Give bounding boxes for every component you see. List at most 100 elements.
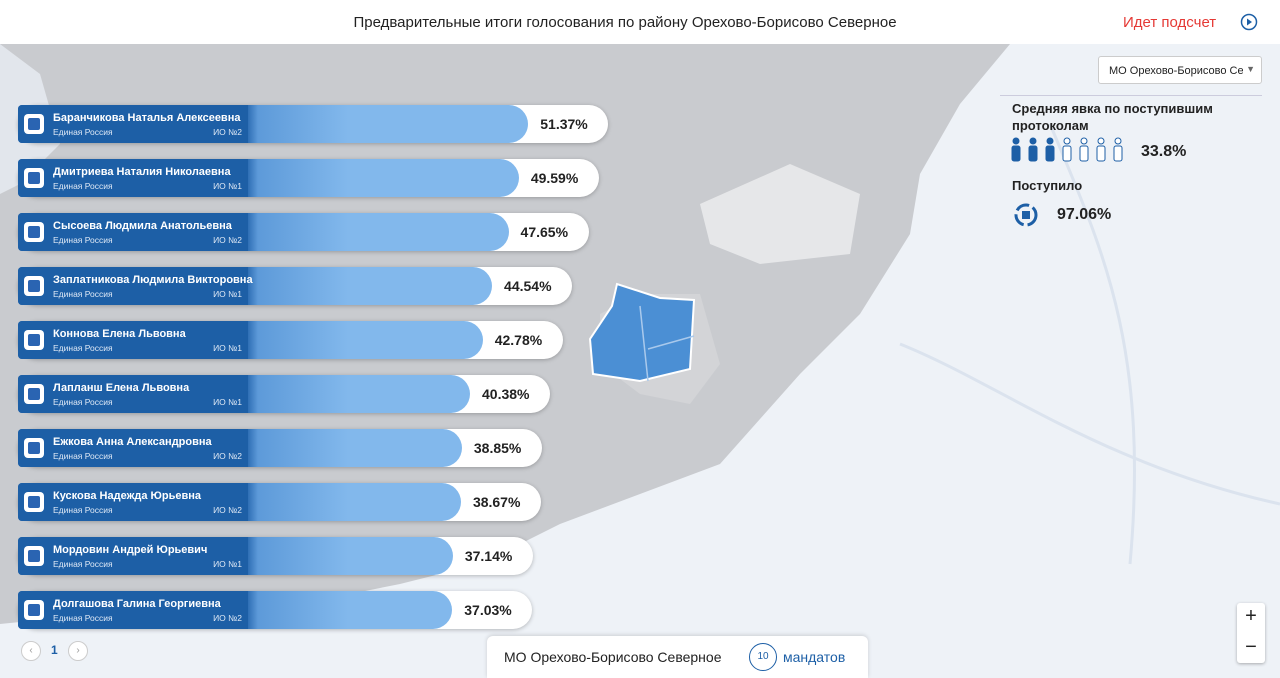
zoom-out[interactable]: − <box>1245 636 1257 658</box>
party-logo <box>24 546 44 566</box>
result-label: 44.54% <box>504 278 552 294</box>
candidate-name: Ежкова Анна Александровна <box>53 436 212 448</box>
prev-page[interactable]: ‹ <box>21 641 41 661</box>
party-logo-mark <box>28 334 40 346</box>
candidate-district: ИО №1 <box>213 397 242 407</box>
candidate-district: ИО №2 <box>213 235 242 245</box>
turnout-icons <box>1011 137 1123 162</box>
dropdown-arrow: ▼ <box>1246 64 1255 74</box>
candidate-info: Кускова Надежда Юрьевна Единая Россия ИО №… <box>18 483 248 521</box>
candidate-info: Долгашова Галина Георгиевна Единая Россия… <box>18 591 248 629</box>
next-page[interactable]: › <box>68 641 88 661</box>
candidate-party: Единая Россия <box>53 505 113 515</box>
candidate-party: Единая Россия <box>53 127 113 137</box>
candidate-district: ИО №1 <box>213 181 242 191</box>
result-label: 38.67% <box>472 494 521 510</box>
candidate-district: ИО №2 <box>213 451 242 461</box>
person-icon <box>1096 137 1106 162</box>
result-label: 37.14% <box>464 548 513 564</box>
candidate-name: Мордовин Андрей Юрьевич <box>53 544 208 556</box>
person-icon <box>1011 137 1021 162</box>
result-label: 47.65% <box>520 224 569 240</box>
party-logo-mark <box>28 388 40 400</box>
candidate-party: Единая Россия <box>53 181 113 191</box>
candidate-district: ИО №1 <box>213 343 242 353</box>
candidate-info: Сысоева Людмила Анатольевна Единая Россия… <box>18 213 248 251</box>
header: Предварительные итоги голосования по рай… <box>0 0 1280 44</box>
dropdown-text: МО Орехово-Борисово Севе <box>1109 65 1243 77</box>
party-logo <box>24 168 44 188</box>
candidate-name: Кускова Надежда Юрьевна <box>53 490 201 502</box>
party-logo-mark <box>28 172 40 184</box>
district-dropdown[interactable]: МО Орехово-Борисово Севе ▼ <box>1098 56 1262 84</box>
party-logo-mark <box>28 550 40 562</box>
candidate-name: Коннова Елена Львовна <box>53 328 186 340</box>
result-label: 51.37% <box>540 116 588 132</box>
candidate-party: Единая Россия <box>53 613 113 623</box>
party-logo <box>24 492 44 512</box>
candidate-name: Баранчикова Наталья Алексеевна <box>53 112 241 124</box>
turnout-value: 33.8% <box>1141 143 1187 160</box>
candidate-district: ИО №1 <box>213 289 242 299</box>
person-icon <box>1045 137 1055 162</box>
zoom-control: + − <box>1237 603 1265 663</box>
result-label: 37.03% <box>464 602 512 618</box>
candidate-party: Единая Россия <box>53 343 113 353</box>
candidate-info: Коннова Елена Львовна Единая Россия ИО №1 <box>18 321 248 359</box>
candidate-name: Долгашова Галина Георгиевна <box>53 598 221 610</box>
party-logo-mark <box>28 280 40 292</box>
person-icon <box>1113 137 1123 162</box>
party-logo-mark <box>28 226 40 238</box>
candidate-district: ИО №1 <box>213 559 242 569</box>
candidate-name: Дмитриева Наталия Николаевна <box>53 166 231 178</box>
status: Идет подсчет <box>1123 14 1217 31</box>
party-logo-mark <box>28 604 40 616</box>
party-logo <box>24 114 44 134</box>
result-label: 42.78% <box>494 332 543 348</box>
candidate-info: Лапланш Елена Львовна Единая Россия ИО №1 <box>18 375 248 413</box>
mandates-count: 10 <box>749 643 777 671</box>
divider <box>1000 95 1262 96</box>
mandates-label: мандатов <box>783 649 846 665</box>
party-logo-mark <box>28 118 40 130</box>
received-label: Поступило <box>1012 178 1083 193</box>
candidate-name: Сысоева Людмила Анатольевна <box>53 220 232 232</box>
footer-district: МО Орехово-Борисово Северное <box>504 649 722 665</box>
turnout-label: Средняя явка по поступившим протоколам <box>1012 101 1213 133</box>
candidate-party: Единая Россия <box>53 289 113 299</box>
candidate-district: ИО №2 <box>213 613 242 623</box>
result-label: 40.38% <box>482 386 530 402</box>
candidate-info: Мордовин Андрей Юрьевич Единая Россия ИО №… <box>18 537 248 575</box>
person-icon <box>1062 137 1072 162</box>
person-icon <box>1079 137 1089 162</box>
candidate-info: Баранчикова Наталья Алексеевна Единая Рос… <box>18 105 248 143</box>
candidate-party: Единая Россия <box>53 451 113 461</box>
result-label: 38.85% <box>473 440 522 456</box>
received-value: 97.06% <box>1057 206 1112 223</box>
party-logo-mark <box>28 442 40 454</box>
party-logo-mark <box>28 496 40 508</box>
candidate-name: Заплатникова Людмила Викторовна <box>53 274 253 286</box>
candidate-district: ИО №2 <box>213 505 242 515</box>
candidate-party: Единая Россия <box>53 559 113 569</box>
candidate-district: ИО №2 <box>213 127 242 137</box>
page-number[interactable]: 1 <box>51 643 58 657</box>
footer-panel: МО Орехово-Борисово Северное 10 мандатов <box>487 636 868 678</box>
candidate-party: Единая Россия <box>53 397 113 407</box>
play-button[interactable] <box>1240 13 1258 31</box>
party-logo <box>24 384 44 404</box>
received-icon <box>1014 203 1038 227</box>
party-logo <box>24 222 44 242</box>
candidate-party: Единая Россия <box>53 235 113 245</box>
party-logo <box>24 330 44 350</box>
person-icon <box>1028 137 1038 162</box>
candidate-info: Заплатникова Людмила Викторовна Единая Ро… <box>18 267 253 305</box>
candidate-info: Ежкова Анна Александровна Единая Россия ИО… <box>18 429 248 467</box>
zoom-in[interactable]: + <box>1245 605 1257 627</box>
candidate-name: Лапланш Елена Львовна <box>53 382 190 394</box>
party-logo <box>24 438 44 458</box>
page-title: Предварительные итоги голосования по рай… <box>353 14 897 31</box>
candidate-info: Дмитриева Наталия Николаевна Единая Росси… <box>18 159 248 197</box>
result-label: 49.59% <box>530 170 579 186</box>
